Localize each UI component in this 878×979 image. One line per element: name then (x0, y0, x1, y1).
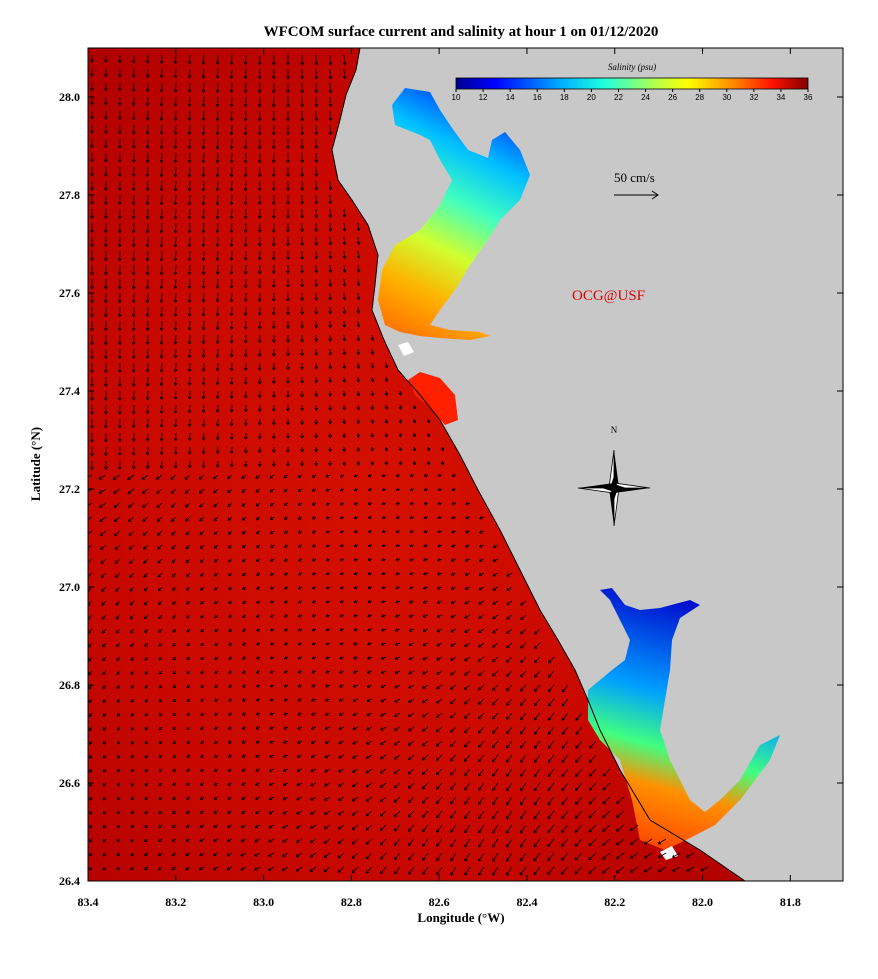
vector-arrows (88, 54, 709, 876)
y-tick-label: 27.8 (59, 188, 80, 202)
colorbar: Salinity (psu) 10 12 14 16 18 20 22 24 26 28 30 32 3… (452, 62, 813, 102)
x-axis-label: Longitude (°W) (417, 910, 504, 925)
chart-title: WFCOM surface current and salinity at ho… (264, 24, 659, 40)
colorbar-tick-label: 28 (695, 93, 704, 102)
scale-label: 50 cm/s (614, 170, 655, 185)
tampa-bay (378, 88, 530, 340)
gulf-ocean (88, 48, 745, 881)
y-tick-label: 26.8 (59, 678, 80, 692)
y-tick-label: 27.0 (59, 580, 80, 594)
y-tick-label: 27.6 (59, 286, 80, 300)
north-label: N (611, 425, 618, 435)
y-tick-label: 27.2 (59, 482, 80, 496)
x-tick-label: 83.0 (253, 895, 274, 909)
x-tick-label: 82.4 (516, 895, 537, 909)
x-tick-label: 82.0 (692, 895, 713, 909)
colorbar-tick-label: 14 (506, 93, 515, 102)
colorbar-tick-label: 22 (614, 93, 623, 102)
colorbar-tick-label: 32 (749, 93, 758, 102)
plot-frame (87, 47, 844, 882)
velocity-scale: 50 cm/s (614, 170, 659, 200)
x-tick-label: 82.6 (429, 895, 450, 909)
current-vectors (88, 54, 709, 876)
y-tick-label: 27.4 (59, 384, 80, 398)
x-tick-label: 82.8 (341, 895, 362, 909)
y-tick-label: 26.4 (59, 874, 80, 888)
colorbar-tick-label: 36 (804, 93, 813, 102)
x-tick-label: 83.2 (165, 895, 186, 909)
colorbar-tick-label: 12 (479, 93, 488, 102)
colorbar-title: Salinity (psu) (608, 62, 656, 72)
coastline (331, 48, 746, 881)
axis-tick-labels: 83.4 83.2 83.0 82.8 82.6 82.4 82.2 82.0 81.8 28.0… (59, 90, 801, 909)
colorbar-tick-label: 18 (560, 93, 569, 102)
charlotte-harbor (588, 588, 780, 850)
colorbar-tick-label: 26 (668, 93, 677, 102)
colorbar-tick-label: 24 (641, 93, 650, 102)
x-tick-label: 83.4 (78, 895, 99, 909)
axis-ticks (87, 48, 843, 882)
sarasota-bay (408, 372, 458, 425)
compass-rose-icon: N (577, 425, 651, 527)
y-axis-label: Latitude (°N) (28, 427, 43, 501)
colorbar-tick-label: 10 (452, 93, 461, 102)
y-tick-label: 26.6 (59, 776, 80, 790)
colorbar-tick-label: 30 (722, 93, 731, 102)
x-tick-label: 81.8 (780, 895, 801, 909)
y-tick-label: 28.0 (59, 90, 80, 104)
colorbar-tick-label: 34 (776, 93, 785, 102)
colorbar-tick-label: 20 (587, 93, 596, 102)
x-tick-label: 82.2 (604, 895, 625, 909)
credit-text: OCG@USF (572, 288, 645, 304)
colorbar-tick-label: 16 (533, 93, 542, 102)
